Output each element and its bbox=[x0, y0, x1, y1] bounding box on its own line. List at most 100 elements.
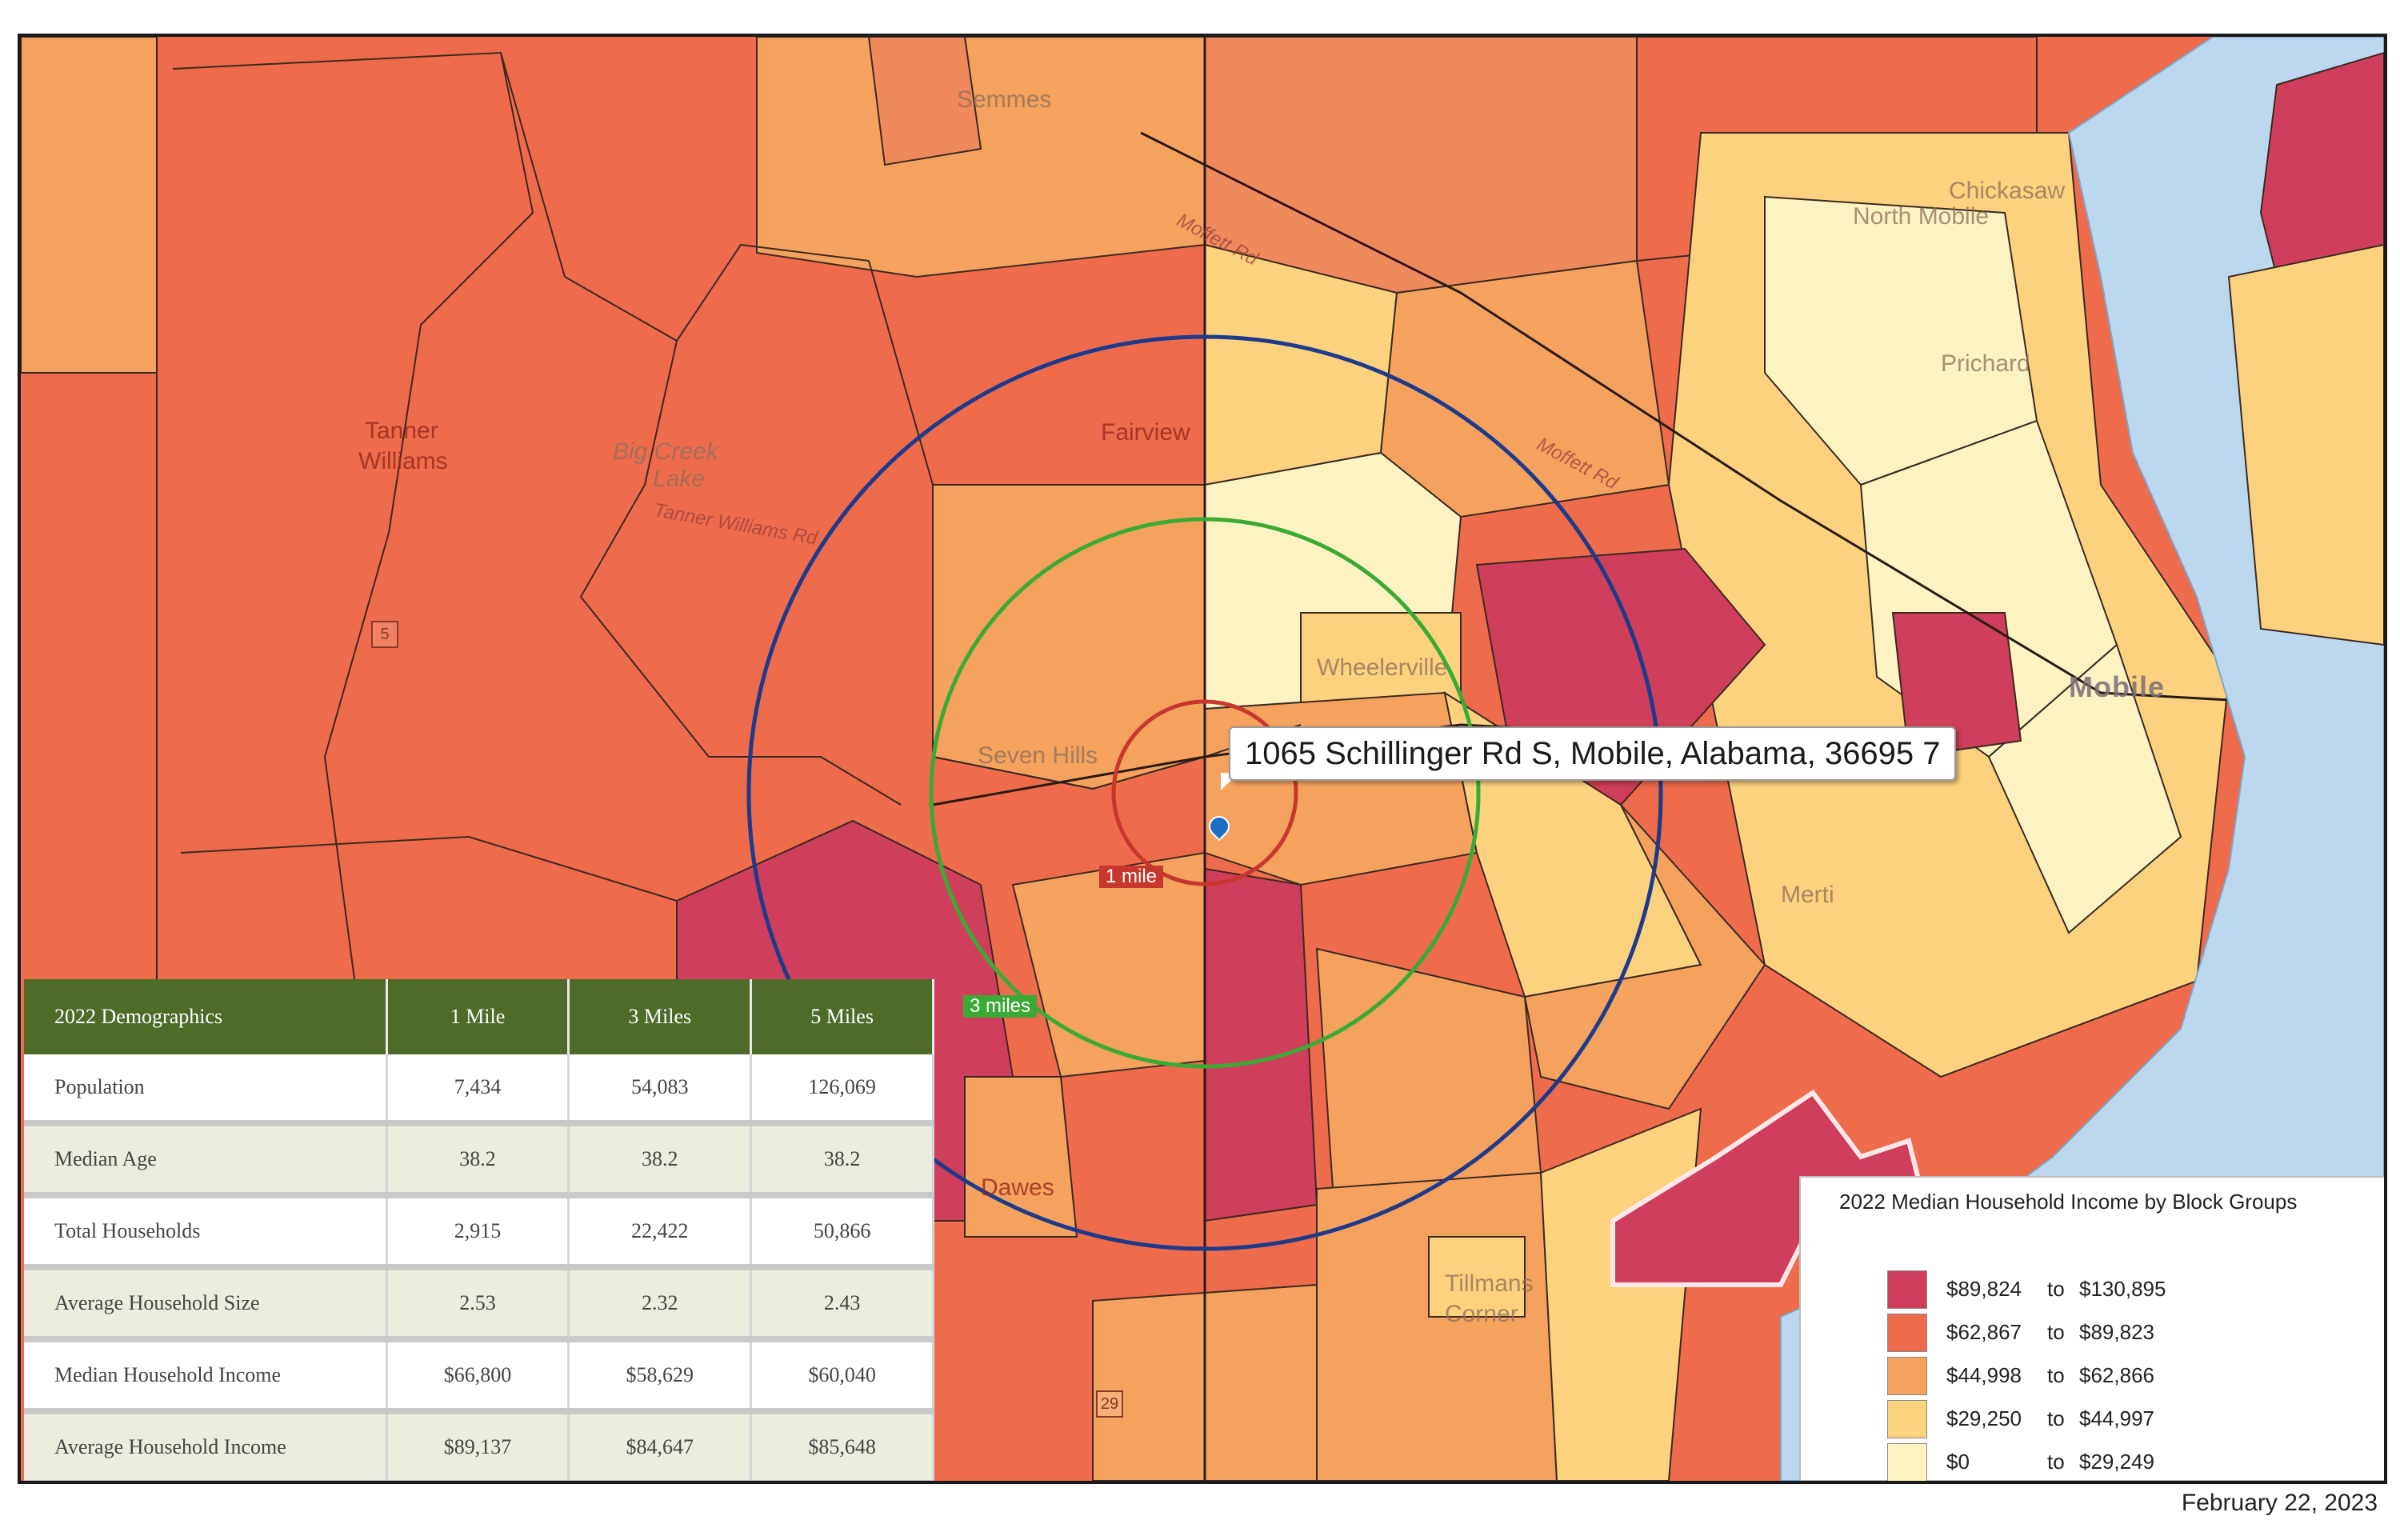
one-mile-label: 1 mile bbox=[1099, 866, 1164, 888]
legend-to: to bbox=[2047, 1320, 2065, 1344]
block-group bbox=[867, 37, 982, 166]
place-label-mobile: Mobile bbox=[2069, 670, 2165, 703]
place-label-lake: Lake bbox=[653, 466, 706, 492]
address-callout[interactable]: 1065 Schillinger Rd S, Mobile, Alabama, … bbox=[1229, 726, 1957, 781]
ring-1-mile bbox=[1111, 699, 1298, 886]
place-label-chickasaw: Chickasaw bbox=[1949, 178, 2066, 204]
route-5-shield: 5 bbox=[371, 621, 398, 648]
place-label-semmes: Semmes bbox=[957, 86, 1052, 113]
cell-1-mile: $66,800 bbox=[386, 1339, 570, 1414]
legend-swatch bbox=[1887, 1314, 1927, 1352]
legend-to: to bbox=[2047, 1363, 2065, 1387]
block-group bbox=[1523, 804, 1766, 1110]
place-label-merti: Merti bbox=[1781, 882, 1834, 908]
route-29-shield: 29 bbox=[1096, 1390, 1123, 1418]
cell-3-miles: 38.2 bbox=[568, 1123, 753, 1198]
block-group bbox=[1204, 867, 1318, 1222]
block-group bbox=[1204, 691, 1478, 886]
cell-5-miles: 126,069 bbox=[750, 1054, 934, 1126]
block-boundary bbox=[868, 260, 934, 757]
legend-swatch bbox=[1887, 1443, 1927, 1481]
table-row: Median Household Income $66,800 $58,629 … bbox=[24, 1339, 934, 1414]
cell-1-mile: 7,434 bbox=[386, 1054, 570, 1126]
cell-1-mile: 2.53 bbox=[386, 1267, 570, 1342]
block-group bbox=[2227, 243, 2384, 646]
row-label: Total Households bbox=[24, 1195, 388, 1270]
place-label-seven-hills: Seven Hills bbox=[978, 742, 1098, 769]
legend-min: $44,998 bbox=[1946, 1363, 2022, 1387]
three-mile-label: 3 miles bbox=[963, 995, 1038, 1018]
legend-min: $62,867 bbox=[1946, 1320, 2022, 1344]
legend-to: to bbox=[2047, 1406, 2065, 1430]
header-5-miles: 5 Miles bbox=[750, 979, 934, 1054]
table-header-row: 2022 Demographics 1 Mile 3 Miles 5 Miles bbox=[24, 979, 934, 1054]
legend-max: $29,249 bbox=[2079, 1450, 2154, 1474]
legend-min: $89,824 bbox=[1946, 1277, 2022, 1301]
block-boundary bbox=[579, 340, 902, 806]
header-1-mile: 1 Mile bbox=[386, 979, 570, 1054]
place-label-tillmans: Tillmans bbox=[1445, 1270, 1534, 1297]
legend-title: 2022 Median Household Income by Block Gr… bbox=[1839, 1190, 2298, 1214]
income-choropleth-map[interactable] bbox=[21, 37, 2384, 1481]
road-line bbox=[1140, 131, 2384, 710]
cell-5-miles: 38.2 bbox=[750, 1123, 934, 1198]
ring-5-mile bbox=[746, 334, 1663, 1251]
table-row: Population 7,434 54,083 126,069 bbox=[24, 1054, 934, 1126]
row-label: Average Household Income bbox=[24, 1411, 388, 1481]
cell-5-miles: $60,040 bbox=[750, 1339, 934, 1414]
block-group bbox=[964, 1076, 1078, 1238]
table-row: Total Households 2,915 22,422 50,866 bbox=[24, 1195, 934, 1270]
place-label-fairview: Fairview bbox=[1101, 419, 1190, 446]
legend-to: to bbox=[2047, 1277, 2065, 1301]
table-row: Average Household Income $89,137 $84,647… bbox=[24, 1411, 934, 1481]
block-group bbox=[1428, 1236, 1526, 1318]
place-label-north-mobile: North Mobile bbox=[1853, 203, 1990, 230]
cell-5-miles: $85,648 bbox=[750, 1411, 934, 1481]
place-label-big-creek: Big Creek bbox=[613, 438, 718, 465]
legend-swatch bbox=[1887, 1357, 1927, 1395]
row-label: Population bbox=[24, 1054, 388, 1126]
cell-3-miles: 2.32 bbox=[568, 1267, 753, 1342]
legend-min: $0 bbox=[1946, 1450, 1970, 1474]
block-boundary bbox=[323, 52, 534, 998]
row-label: Average Household Size bbox=[24, 1267, 388, 1342]
legend-max: $62,866 bbox=[2079, 1363, 2154, 1387]
legend-max: $44,997 bbox=[2079, 1406, 2154, 1430]
block-group bbox=[1316, 1171, 1558, 1481]
cell-3-miles: 54,083 bbox=[568, 1054, 753, 1126]
cell-5-miles: 50,866 bbox=[750, 1195, 934, 1270]
legend-min: $29,250 bbox=[1946, 1406, 2022, 1430]
place-label-williams: Williams bbox=[358, 448, 448, 474]
place-label-tanner: Tanner bbox=[365, 418, 438, 444]
income-legend: 2022 Median Household Income by Block Gr… bbox=[1799, 1176, 2384, 1481]
cell-1-mile: 38.2 bbox=[386, 1123, 570, 1198]
block-boundary bbox=[172, 51, 870, 342]
place-label-wheelerville: Wheelerville bbox=[1317, 654, 1448, 681]
row-label: Median Age bbox=[24, 1123, 388, 1198]
block-group bbox=[756, 37, 1206, 278]
block-group bbox=[1987, 643, 2182, 934]
cell-5-miles: 2.43 bbox=[750, 1267, 934, 1342]
legend-max: $89,823 bbox=[2079, 1320, 2154, 1344]
ring-3-mile bbox=[929, 517, 1481, 1069]
place-label-prichard: Prichard bbox=[1941, 350, 2030, 377]
cell-3-miles: $58,629 bbox=[568, 1339, 753, 1414]
map-frame[interactable]: Semmes Chickasaw North Mobile Prichard T… bbox=[18, 34, 2387, 1484]
water-body bbox=[1780, 37, 2384, 1481]
cell-3-miles: 22,422 bbox=[568, 1195, 753, 1270]
table-row: Average Household Size 2.53 2.32 2.43 bbox=[24, 1267, 934, 1342]
header-3-miles: 3 Miles bbox=[568, 979, 753, 1054]
demographics-table: 2022 Demographics 1 Mile 3 Miles 5 Miles… bbox=[24, 979, 934, 1481]
block-group bbox=[1379, 259, 1670, 518]
place-label-dawes: Dawes bbox=[981, 1174, 1054, 1201]
cell-3-miles: $84,647 bbox=[568, 1411, 753, 1481]
income-band-89824-130895 bbox=[1610, 1089, 1928, 1287]
cell-1-mile: $89,137 bbox=[386, 1411, 570, 1481]
row-label: Median Household Income bbox=[24, 1339, 388, 1414]
header-demographics: 2022 Demographics bbox=[24, 979, 388, 1054]
legend-swatch bbox=[1887, 1270, 1927, 1309]
table-row: Median Age 38.2 38.2 38.2 bbox=[24, 1123, 934, 1198]
cell-1-mile: 2,915 bbox=[386, 1195, 570, 1270]
block-group bbox=[21, 37, 158, 374]
legend-swatch bbox=[1887, 1400, 1927, 1438]
